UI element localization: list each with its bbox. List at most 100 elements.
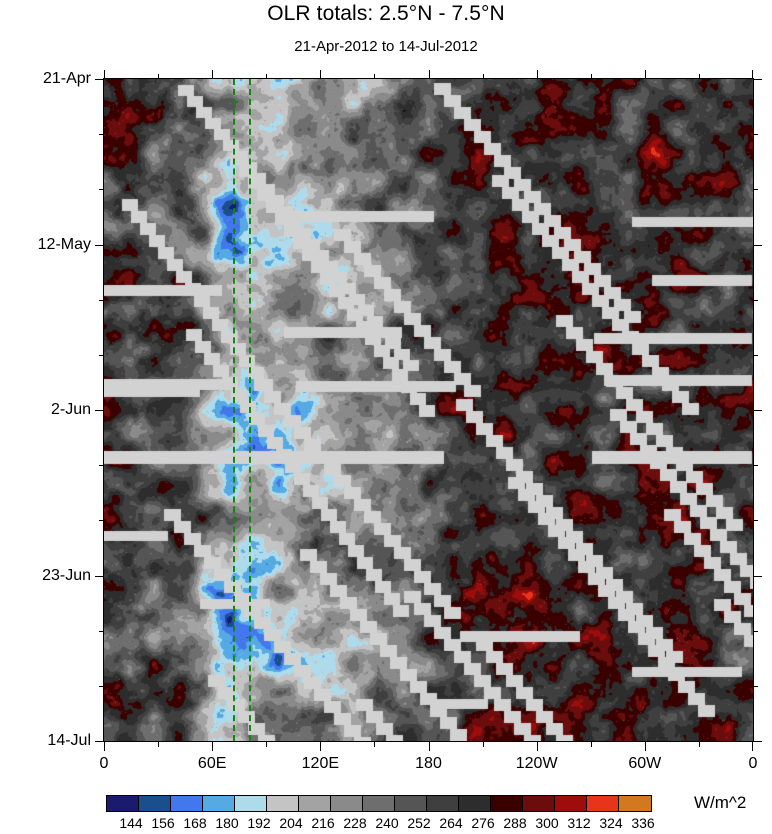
- x-axis-tick: [158, 74, 160, 79]
- x-axis-tick-label: 120E: [301, 755, 340, 772]
- colorbar-swatch: [107, 796, 139, 811]
- page-title: OLR totals: 2.5°N - 7.5°N: [267, 2, 505, 25]
- olr-heatmap-canvas: [104, 79, 753, 741]
- x-axis-tick: [158, 742, 160, 747]
- colorbar-swatch: [555, 796, 587, 811]
- x-axis-tick: [536, 70, 538, 79]
- x-axis-tick: [482, 74, 484, 79]
- x-axis-tick: [482, 742, 484, 747]
- y-axis-tick: [99, 354, 104, 356]
- date-range-subtitle: 21-Apr-2012 to 14-Jul-2012: [294, 38, 478, 55]
- y-axis-tick: [753, 354, 758, 356]
- colorbar: [106, 795, 652, 812]
- x-axis-tick: [212, 742, 214, 751]
- x-axis-tick: [320, 742, 322, 751]
- colorbar-swatch: [427, 796, 459, 811]
- colorbar-swatch: [139, 796, 171, 811]
- y-axis-tick: [99, 630, 104, 632]
- colorbar-tick-label: 252: [407, 815, 431, 831]
- colorbar-tick-label: 144: [119, 815, 143, 831]
- reference-line-1: [232, 79, 235, 741]
- reference-line-2: [249, 79, 252, 741]
- x-axis-tick: [374, 742, 376, 747]
- colorbar-tick-label: 324: [599, 815, 623, 831]
- colorbar-tick-label: 288: [503, 815, 527, 831]
- colorbar-tick-labels: 144 156 168 180 192 204 216 228 240 252 264 276 288 3…: [106, 815, 654, 833]
- colorbar-swatch: [171, 796, 203, 811]
- colorbar-swatch: [459, 796, 491, 811]
- colorbar-tick-label: 264: [439, 815, 463, 831]
- colorbar-swatch: [267, 796, 299, 811]
- x-axis-tick: [590, 74, 592, 79]
- x-axis-tick: [266, 74, 268, 79]
- colorbar-swatch: [331, 796, 363, 811]
- colorbar-tick-label: 216: [311, 815, 335, 831]
- x-axis-tick: [752, 70, 753, 79]
- y-axis-tick-label: 12-May: [37, 235, 91, 253]
- y-axis-tick: [99, 299, 104, 301]
- y-axis-tick: [95, 741, 104, 742]
- y-axis-tick: [753, 575, 762, 577]
- colorbar-swatch: [491, 796, 523, 811]
- colorbar-tick-label: 180: [215, 815, 239, 831]
- x-axis-tick: [752, 742, 753, 751]
- y-axis-tick: [753, 410, 762, 411]
- x-axis-tick: [104, 70, 105, 79]
- colorbar-unit-label: W/m^2: [694, 793, 747, 812]
- x-axis-tick: [698, 742, 700, 747]
- colorbar-tick-label: 240: [375, 815, 399, 831]
- y-axis-tick: [753, 134, 758, 136]
- y-axis-tick-label: 21-Apr: [42, 70, 91, 87]
- y-axis-tick: [753, 79, 762, 80]
- colorbar-tick-label: 204: [279, 815, 303, 831]
- x-axis-tick-label: 0: [748, 755, 758, 772]
- colorbar-tick-label: 336: [631, 815, 655, 831]
- y-axis-tick: [99, 685, 104, 687]
- colorbar-tick-label: 156: [151, 815, 175, 831]
- colorbar-tick-label: 276: [471, 815, 495, 831]
- x-axis-tick: [428, 742, 430, 751]
- x-axis-tick: [428, 70, 430, 79]
- colorbar-tick-label: 300: [535, 815, 559, 831]
- colorbar-swatch: [395, 796, 427, 811]
- colorbar-swatch: [587, 796, 619, 811]
- hovmoller-plot-area: 21-Apr 12-May 2-Jun 23-Jun 14-Jul 0 60E 120E 18…: [38, 70, 762, 772]
- colorbar-swatch: [363, 796, 395, 811]
- y-axis-tick: [753, 685, 758, 687]
- y-axis-tick: [753, 630, 758, 632]
- x-axis-tick: [698, 74, 700, 79]
- colorbar-swatch: [619, 796, 651, 811]
- y-axis-tick: [99, 134, 104, 136]
- colorbar-tick-label: 192: [247, 815, 271, 831]
- y-axis-tick: [753, 741, 762, 742]
- x-axis-tick-label: 60E: [197, 755, 227, 772]
- x-axis-tick: [320, 70, 322, 79]
- x-axis-tick-label: 60W: [628, 755, 662, 772]
- y-axis-tick: [99, 520, 104, 522]
- colorbar-tick-label: 228: [343, 815, 367, 831]
- y-axis-tick: [753, 189, 758, 191]
- colorbar-tick-label: 168: [183, 815, 207, 831]
- y-axis-tick: [95, 244, 104, 246]
- x-axis-tick: [212, 70, 214, 79]
- y-axis-tick-label: 14-Jul: [47, 732, 91, 749]
- y-axis-tick: [95, 79, 104, 80]
- y-axis-tick: [753, 299, 758, 301]
- y-axis-tick: [99, 189, 104, 191]
- y-axis-tick: [95, 575, 104, 577]
- x-axis-tick: [266, 742, 268, 747]
- colorbar-tick-label: 312: [567, 815, 591, 831]
- y-axis-tick: [99, 465, 104, 467]
- y-axis-tick-label: 23-Jun: [42, 566, 91, 584]
- x-axis-tick: [536, 742, 538, 751]
- y-axis-tick: [753, 465, 758, 467]
- y-axis-tick: [753, 244, 762, 246]
- x-axis-tick: [374, 74, 376, 79]
- x-axis-tick-label: 120W: [515, 755, 558, 772]
- y-axis-tick: [95, 410, 104, 411]
- y-axis-tick-label: 2-Jun: [50, 401, 91, 418]
- colorbar-swatch: [523, 796, 555, 811]
- x-axis-tick: [104, 742, 105, 751]
- colorbar-swatch: [235, 796, 267, 811]
- colorbar-swatch: [299, 796, 331, 811]
